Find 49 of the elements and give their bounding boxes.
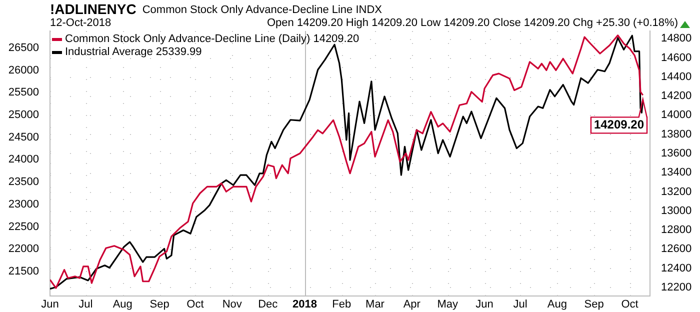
y-tick-label: 26000 [8, 64, 39, 76]
x-tick-label: 2018 [292, 298, 318, 311]
y-tick-label: 22500 [8, 220, 39, 233]
x-tick-label: Jun [41, 298, 59, 311]
y2-tick-label: 14800 [661, 32, 692, 45]
text: Open 14209.20 High 14209.20 Low 14209.20 Close 14209.20 Chg +25.30 (+0.18%) [267, 17, 678, 29]
y2-tick-label: 14400 [661, 70, 692, 83]
y2-tick-label: 14600 [661, 52, 692, 64]
x-tick-label: Jul [78, 298, 93, 311]
text: 12-Oct-2018 [50, 17, 112, 29]
chart-title: !ADLINENYC [50, 1, 136, 17]
y-tick-label: 24000 [8, 154, 39, 166]
y2-tick-label: 14000 [661, 109, 692, 122]
y-tick-label: 21500 [8, 265, 39, 278]
x-tick-label: Jul [513, 298, 528, 311]
y2-tick-label: 12800 [661, 224, 692, 236]
y-tick-label: 23500 [8, 176, 39, 188]
y2-tick-label: 13600 [661, 147, 692, 160]
x-tick-label: Dec [258, 298, 278, 311]
y-tick-label: 26500 [8, 42, 39, 54]
y2-tick-label: 12600 [661, 243, 692, 256]
y2-tick-label: 13800 [661, 128, 692, 140]
x-tick-label: Sep [150, 298, 170, 311]
x-tick-label: Nov [222, 298, 242, 311]
y2-tick-label: 12200 [661, 281, 692, 294]
y-tick-label: 24500 [8, 131, 39, 144]
annotation: 14209.20 [594, 117, 644, 132]
x-tick-label: Apr [403, 298, 421, 311]
legend-label: Common Stock Only Advance-Decline Line (Daily) 14209.20 [65, 33, 360, 45]
x-tick-label: Oct [621, 298, 638, 311]
y2-tick-label: 13400 [661, 166, 692, 179]
y2-tick-label: 13000 [661, 204, 692, 217]
y-tick-label: 25000 [8, 109, 39, 122]
x-tick-label: Mar [366, 298, 385, 311]
x-tick-label: Feb [332, 298, 352, 311]
y2-tick-label: 14200 [661, 90, 692, 102]
y2-tick-label: 12400 [661, 262, 692, 274]
y-tick-label: 22000 [8, 243, 39, 256]
x-tick-label: Jun [476, 298, 494, 311]
x-tick-label: Aug [547, 298, 567, 311]
legend-label: Industrial Average 25339.99 [65, 46, 202, 58]
y-tick-label: 25500 [8, 86, 39, 99]
x-tick-label: Aug [112, 298, 132, 311]
x-tick-label: May [437, 298, 459, 311]
y-tick-label: 23000 [8, 198, 39, 210]
x-tick-label: Sep [584, 298, 604, 311]
chart-subtitle: Common Stock Only Advance-Decline Line INDX [142, 4, 382, 16]
x-tick-label: Oct [186, 298, 204, 311]
y2-tick-label: 13200 [661, 186, 692, 198]
